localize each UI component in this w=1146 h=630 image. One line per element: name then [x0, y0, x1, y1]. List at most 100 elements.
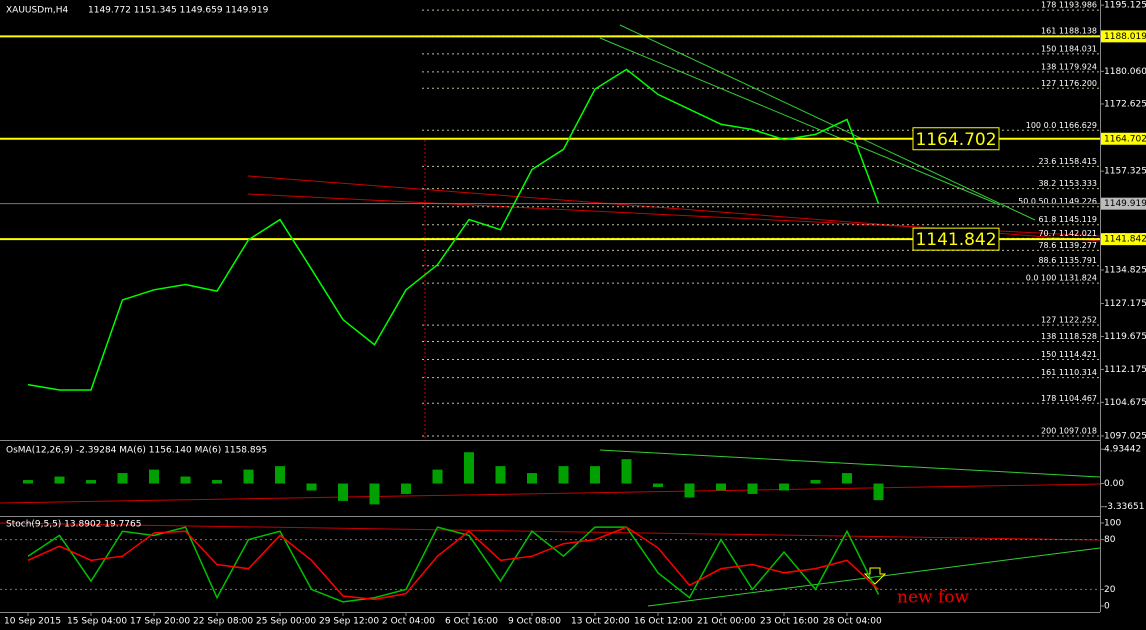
price-box-label: 1149.919 [1104, 199, 1146, 209]
fib-label: 88.6 1135.791 [1038, 256, 1097, 265]
x-tick-label: 17 Sep 20:00 [130, 617, 190, 627]
fib-label: 138 1179.924 [1041, 62, 1097, 71]
histogram-bar [54, 476, 65, 484]
fib-label: 127 1122.252 [1041, 316, 1097, 325]
y-tick-label: 100 [1104, 518, 1121, 528]
fib-label: 200 1097.018 [1041, 426, 1097, 435]
level-tag [912, 227, 1000, 251]
y-tick-label: 20 [1104, 585, 1116, 595]
panel-title: OsMA(12,26,9) -2.39284 MA(6) 1156.140 MA… [6, 446, 267, 456]
annotation: new fow [897, 588, 969, 608]
histogram-bar [558, 466, 569, 484]
y-tick-label: 1104.675 [1104, 398, 1146, 408]
trend-line [0, 522, 1101, 541]
y-tick-label: -3.33651 [1104, 502, 1144, 512]
trend-line [647, 547, 1101, 607]
histogram-bar [275, 466, 285, 484]
arrow [863, 567, 887, 585]
histogram-bar [873, 483, 884, 501]
histogram-bar [747, 483, 758, 494]
y-tick-label: 1157.325 [1104, 167, 1146, 177]
fib-label: 150 1114.421 [1041, 350, 1097, 359]
x-tick-label: 25 Sep 00:00 [256, 617, 316, 627]
fib-label: 50.0 50.0 1149.226 [1018, 197, 1097, 206]
trend-line [599, 37, 1001, 206]
fib-label: 70.7 1142.021 [1038, 229, 1097, 238]
fib-label: 150 1184.031 [1041, 44, 1097, 53]
x-tick-label: 10 Sep 2015 [4, 617, 61, 627]
level-box-label: 1164.702 [1104, 134, 1146, 144]
signal-line [27, 526, 880, 601]
level-tag-label: 1164.702 [915, 130, 996, 150]
fib-label: 38.2 1153.333 [1038, 179, 1097, 188]
histogram-bar [527, 473, 537, 484]
y-tick-label: 1172.625 [1104, 99, 1146, 109]
histogram-bar [653, 483, 663, 487]
price-box [1101, 197, 1146, 210]
trend-line [619, 24, 1036, 221]
price-line [27, 526, 880, 603]
histogram-bar [684, 483, 695, 498]
fib-label: 127 1176.200 [1041, 79, 1097, 88]
histogram-bar [716, 483, 726, 491]
histogram-bar [590, 466, 600, 484]
histogram-bar [338, 483, 348, 501]
fib-label: 178 1193.986 [1041, 1, 1097, 10]
x-tick-label: 6 Oct 16:00 [445, 617, 498, 627]
trend-line [0, 483, 1101, 504]
trend-line [599, 449, 1101, 478]
histogram-bar [180, 476, 191, 484]
x-tick-label: 15 Sep 04:00 [67, 617, 127, 627]
x-tick-label: 16 Oct 12:00 [634, 617, 693, 627]
fib-label: 138 1118.528 [1041, 332, 1097, 341]
y-tick-label: 80 [1104, 535, 1116, 545]
x-tick-label: 2 Oct 04:00 [382, 617, 435, 627]
x-tick-label: 13 Oct 20:00 [571, 617, 630, 627]
fib-label: 161 1110.314 [1041, 368, 1097, 377]
level-box [1101, 233, 1146, 246]
chart-subtitle: 1149.772 1151.345 1149.659 1149.919 [88, 6, 269, 16]
y-tick-label: 0.00 [1104, 479, 1124, 489]
level-tag [912, 127, 1000, 151]
fib-label: 100 0.0 1166.629 [1026, 121, 1097, 130]
panel-title: Stoch(9,5,5) 13.8902 19.7765 [6, 520, 141, 530]
fib-label: 178 1104.467 [1041, 394, 1097, 403]
histogram-bar [23, 480, 33, 484]
y-tick-label: 4.93442 [1104, 445, 1141, 455]
chart-title: XAUUSDm,H4 [6, 6, 69, 16]
y-tick-label: 1127.175 [1104, 299, 1146, 309]
level-box [1101, 30, 1146, 43]
histogram-bar [810, 480, 821, 484]
y-tick-label: 1112.175 [1104, 365, 1146, 375]
x-tick-label: 21 Oct 00:00 [697, 617, 756, 627]
histogram-bar [86, 480, 96, 484]
fib-label: 0.0 100 1131.824 [1026, 274, 1097, 283]
histogram-bar [149, 469, 159, 484]
x-tick-label: 9 Oct 08:00 [508, 617, 561, 627]
x-tick-label: 28 Oct 04:00 [823, 617, 882, 627]
level-box-label: 1141.842 [1104, 235, 1146, 245]
fib-label: 61.8 1145.119 [1038, 215, 1097, 224]
histogram-bar [495, 466, 506, 484]
x-tick-label: 23 Oct 16:00 [760, 617, 819, 627]
histogram-bar [621, 459, 632, 484]
histogram-bar [243, 469, 254, 484]
histogram-bar [117, 473, 128, 484]
y-tick-label: 0 [1104, 602, 1110, 612]
histogram-bar [842, 473, 852, 484]
fib-label: 23.6 1158.415 [1038, 157, 1097, 166]
y-tick-label: 1097.025 [1104, 431, 1146, 441]
y-tick-label: 1119.675 [1104, 332, 1146, 342]
y-tick-label: 1180.060 [1104, 67, 1146, 77]
histogram-bar [306, 483, 317, 491]
histogram-bar [464, 452, 474, 484]
price-line [27, 68, 880, 391]
level-box [1101, 132, 1146, 145]
histogram-bar [401, 483, 411, 494]
fib-label: 78.6 1139.277 [1038, 241, 1097, 250]
histogram-bar [369, 483, 380, 505]
fib-label: 161 1188.138 [1041, 26, 1097, 35]
x-tick-label: 22 Sep 08:00 [193, 617, 253, 627]
y-tick-label: 1134.825 [1104, 265, 1146, 275]
